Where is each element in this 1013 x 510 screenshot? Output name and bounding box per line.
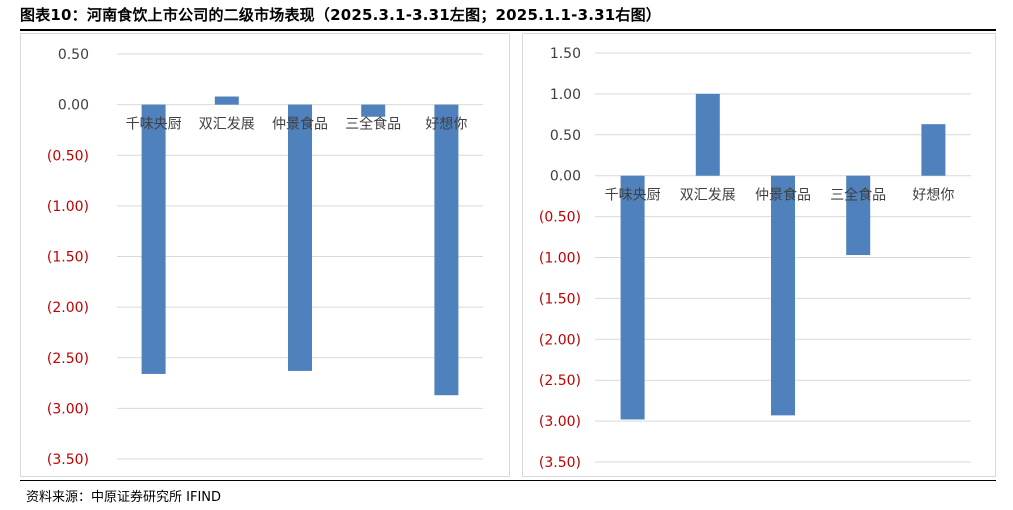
y-tick-label: (3.50): [47, 452, 89, 468]
y-tick-label: (2.00): [539, 332, 581, 348]
category-label: 好想你: [425, 117, 467, 133]
y-tick-label: 0.50: [58, 47, 89, 63]
bar: [214, 96, 239, 105]
y-tick-label: (3.00): [539, 414, 581, 430]
chart-left-panel: 0.50 0.00 (0.50) (1.00) (1.50) (2.00) (2.50) (3…: [20, 33, 510, 477]
bar: [846, 175, 871, 256]
bar: [695, 93, 720, 176]
category-label: 三全食品: [345, 116, 401, 133]
bar: [771, 175, 795, 416]
y-tick-label: (1.00): [539, 251, 581, 267]
y-tick-label: 1.00: [550, 87, 581, 103]
chart-left: 0.50 0.00 (0.50) (1.00) (1.50) (2.00) (2.50) (3…: [47, 47, 483, 468]
bars: [620, 93, 946, 420]
y-tick-label: (3.50): [539, 455, 581, 471]
bottom-rule: [20, 480, 996, 481]
y-axis-ticks: 1.50 1.00 0.50 0.00 (0.50) (1.00) (1.50) (2.00)…: [539, 46, 581, 471]
y-tick-label: (1.50): [539, 291, 581, 307]
bar: [921, 124, 946, 176]
category-labels: 千味央厨 双汇发展 仲景食品 三全食品 好想你: [605, 187, 955, 204]
y-tick-label: (2.50): [47, 351, 89, 367]
bar: [361, 104, 386, 117]
category-label: 双汇发展: [199, 117, 255, 133]
category-label: 仲景食品: [272, 116, 328, 133]
chart-right: 1.50 1.00 0.50 0.00 (0.50) (1.00) (1.50) (2.00)…: [539, 46, 971, 471]
category-label: 千味央厨: [605, 188, 661, 204]
category-label: 双汇发展: [680, 188, 736, 204]
y-tick-label: 0.00: [550, 169, 581, 185]
top-rule: [20, 29, 996, 31]
y-tick-label: 0.00: [58, 98, 89, 114]
chart-right-panel: 1.50 1.00 0.50 0.00 (0.50) (1.00) (1.50) (2.00)…: [522, 33, 996, 477]
y-axis-ticks: 0.50 0.00 (0.50) (1.00) (1.50) (2.00) (2.50) (3…: [47, 47, 89, 468]
bar: [141, 104, 166, 374]
bar: [620, 175, 645, 420]
bar: [434, 104, 459, 396]
y-tick-label: 0.50: [550, 128, 581, 144]
bar: [288, 104, 312, 371]
category-label: 仲景食品: [755, 187, 811, 204]
y-tick-label: (0.50): [539, 210, 581, 226]
y-tick-label: (3.00): [47, 401, 89, 417]
y-tick-label: (2.50): [539, 373, 581, 389]
category-label: 千味央厨: [126, 117, 182, 133]
y-tick-label: (1.00): [47, 199, 89, 215]
y-tick-label: (0.50): [47, 148, 89, 164]
category-label: 好想你: [912, 188, 954, 204]
category-labels: 千味央厨 双汇发展 仲景食品 三全食品 好想你: [126, 116, 468, 133]
y-tick-label: 1.50: [550, 46, 581, 62]
figure-title: 图表10：河南食饮上市公司的二级市场表现（2025.3.1-3.31左图；202…: [20, 6, 661, 24]
y-tick-label: (1.50): [47, 250, 89, 266]
bars: [141, 96, 459, 396]
y-tick-label: (2.00): [47, 300, 89, 316]
source-note: 资料来源：中原证券研究所 IFIND: [26, 490, 222, 505]
category-label: 三全食品: [830, 187, 886, 204]
